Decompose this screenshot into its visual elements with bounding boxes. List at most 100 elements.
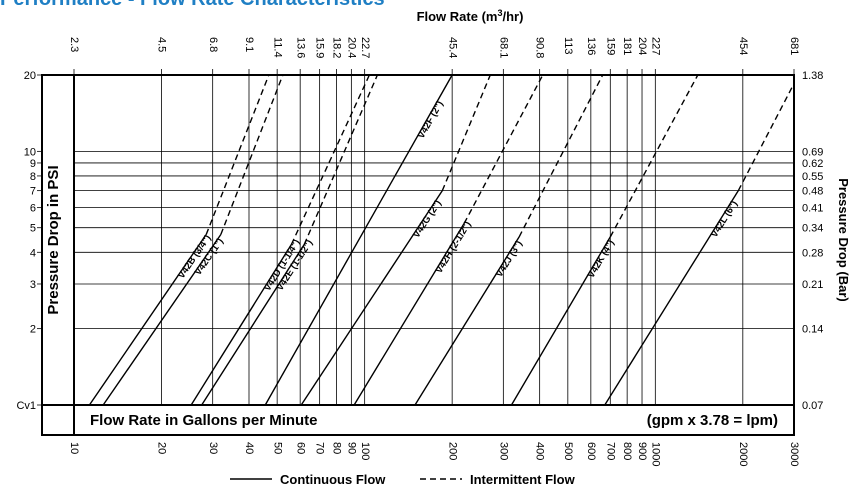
y-tick-label-2: 2 bbox=[30, 324, 36, 336]
top-tick-label-454: 454 bbox=[737, 37, 749, 55]
bottom-axis-title: Flow Rate in Gallons per Minute bbox=[90, 412, 318, 429]
top-tick-label-681: 681 bbox=[788, 37, 800, 55]
right-tick-label-0.14: 0.14 bbox=[802, 324, 823, 336]
y-tick-label-7: 7 bbox=[30, 186, 36, 198]
series-continuous-v42d-1-1-4 bbox=[190, 243, 293, 406]
top-tick-label-159: 159 bbox=[604, 37, 616, 55]
top-tick-label-6.8: 6.8 bbox=[207, 37, 219, 52]
right-tick-label-0.41: 0.41 bbox=[802, 203, 823, 215]
x-tick-label-30: 30 bbox=[207, 442, 219, 454]
top-tick-label-45.4: 45.4 bbox=[446, 37, 458, 58]
x-tick-label-300: 300 bbox=[497, 442, 509, 460]
top-tick-label-136: 136 bbox=[585, 37, 597, 55]
top-tick-label-2.3: 2.3 bbox=[68, 37, 80, 52]
x-tick-label-200: 200 bbox=[446, 442, 458, 460]
right-tick-label-0.28: 0.28 bbox=[802, 247, 823, 259]
top-tick-label-181: 181 bbox=[621, 37, 633, 55]
series-continuous-v42k-4 bbox=[510, 236, 611, 406]
y-tick-label-8: 8 bbox=[30, 171, 36, 183]
series-intermittent-v42g-2 bbox=[441, 74, 491, 191]
gridlines bbox=[74, 75, 794, 405]
x-tick-label-500: 500 bbox=[562, 442, 574, 460]
series-intermittent-v42d-1-1-4 bbox=[290, 74, 371, 245]
series-continuous-v42l-6 bbox=[604, 190, 739, 406]
x-tick-label-20: 20 bbox=[156, 442, 168, 454]
top-tick-label-113: 113 bbox=[562, 37, 574, 55]
series-intermittent-v42e-1-1-2 bbox=[303, 74, 379, 245]
right-tick-label-0.34: 0.34 bbox=[802, 223, 823, 235]
y-tick-label-20: 20 bbox=[24, 70, 36, 82]
series-intermittent-v42l-6 bbox=[737, 83, 795, 191]
right-tick-label-1.38: 1.38 bbox=[802, 70, 823, 82]
x-tick-label-600: 600 bbox=[585, 442, 597, 460]
top-tick-label-11.4: 11.4 bbox=[271, 37, 283, 58]
right-tick-label-0.48: 0.48 bbox=[802, 186, 823, 198]
top-tick-label-22.7: 22.7 bbox=[359, 37, 371, 58]
series-v42l-6: V42L (6") bbox=[604, 83, 795, 406]
legend-continuous-label: Continuous Flow bbox=[280, 472, 386, 487]
top-tick-label-20.4: 20.4 bbox=[345, 37, 357, 58]
top-axis-title: Flow Rate (m3/hr) bbox=[417, 8, 524, 24]
bottom-label-box bbox=[75, 406, 793, 434]
top-tick-label-15.9: 15.9 bbox=[314, 37, 326, 58]
series-continuous-v42j-3 bbox=[414, 236, 520, 406]
series-continuous-v42b-3-4 bbox=[88, 234, 207, 406]
top-tick-label-18.2: 18.2 bbox=[331, 37, 343, 58]
left-label-box bbox=[43, 76, 73, 404]
series-label-v42g-2: V42G (2") bbox=[411, 198, 444, 240]
top-tick-label-68.1: 68.1 bbox=[497, 37, 509, 58]
left-axis-title: Pressure Drop in PSI bbox=[45, 165, 62, 314]
y-tick-label-3: 3 bbox=[30, 279, 36, 291]
x-tick-label-1000: 1000 bbox=[649, 442, 661, 466]
series-continuous-v42e-1-1-2 bbox=[201, 243, 305, 406]
chart-title: Performance - Flow Rate Characteristics bbox=[0, 0, 385, 11]
top-tick-label-90.8: 90.8 bbox=[534, 37, 546, 58]
series-label-v42j-3: V42J (3") bbox=[494, 239, 525, 280]
y-tick-label-Cv1: Cv1 bbox=[16, 400, 36, 412]
x-tick-label-2000: 2000 bbox=[737, 442, 749, 466]
right-tick-label-0.62: 0.62 bbox=[802, 158, 823, 170]
legend: Continuous Flow Intermittent Flow bbox=[230, 472, 576, 487]
top-tick-label-204: 204 bbox=[636, 37, 648, 55]
series-intermittent-v42b-3-4 bbox=[205, 74, 270, 235]
x-tick-label-50: 50 bbox=[271, 442, 283, 454]
x-tick-label-3000: 3000 bbox=[788, 442, 800, 466]
x-tick-label-100: 100 bbox=[359, 442, 371, 460]
series-group: V42B (3/4")V42C (1") V42D (1-1/4")V42E (1… bbox=[88, 74, 795, 406]
top-tick-label-4.5: 4.5 bbox=[156, 37, 168, 52]
x-tick-label-40: 40 bbox=[243, 442, 255, 454]
series-v42b-3-4: V42B (3/4") bbox=[88, 74, 270, 406]
series-intermittent-v42c-1 bbox=[220, 74, 284, 235]
x-tick-label-80: 80 bbox=[331, 442, 343, 454]
right-tick-label-0.21: 0.21 bbox=[802, 279, 823, 291]
right-tick-label-0.07: 0.07 bbox=[802, 400, 823, 412]
x-tick-label-700: 700 bbox=[604, 442, 616, 460]
y-tick-label-5: 5 bbox=[30, 223, 36, 235]
series-continuous-v42h-2-1-2 bbox=[353, 223, 465, 406]
y-tick-label-6: 6 bbox=[30, 203, 36, 215]
series-continuous-v42f-2 bbox=[264, 74, 453, 406]
series-v42c-1: V42C (1") bbox=[102, 74, 284, 406]
conversion-note: (gpm x 3.78 = lpm) bbox=[647, 412, 778, 429]
series-continuous-v42g-2 bbox=[300, 190, 443, 406]
right-tick-label-0.55: 0.55 bbox=[802, 171, 823, 183]
x-tick-label-90: 90 bbox=[345, 442, 357, 454]
x-tick-label-900: 900 bbox=[636, 442, 648, 460]
series-intermittent-v42j-3 bbox=[518, 74, 604, 238]
x-tick-label-60: 60 bbox=[294, 442, 306, 454]
series-intermittent-v42k-4 bbox=[609, 74, 699, 238]
x-tick-label-10: 10 bbox=[68, 442, 80, 454]
series-v42j-3: V42J (3") bbox=[414, 74, 604, 406]
series-intermittent-v42h-2-1-2 bbox=[463, 74, 544, 224]
x-tick-label-70: 70 bbox=[314, 442, 326, 454]
plot-frame bbox=[41, 74, 795, 436]
legend-intermittent-label: Intermittent Flow bbox=[470, 472, 576, 487]
y-tick-label-9: 9 bbox=[30, 158, 36, 170]
right-tick-label-0.69: 0.69 bbox=[802, 146, 823, 158]
x-tick-label-800: 800 bbox=[621, 442, 633, 460]
right-axis-title: Pressure Drop (Bar) bbox=[836, 178, 851, 302]
series-label-v42f-2: V42F (2") bbox=[416, 99, 446, 141]
y-tick-label-4: 4 bbox=[30, 247, 36, 259]
y-tick-label-10: 10 bbox=[24, 146, 36, 158]
